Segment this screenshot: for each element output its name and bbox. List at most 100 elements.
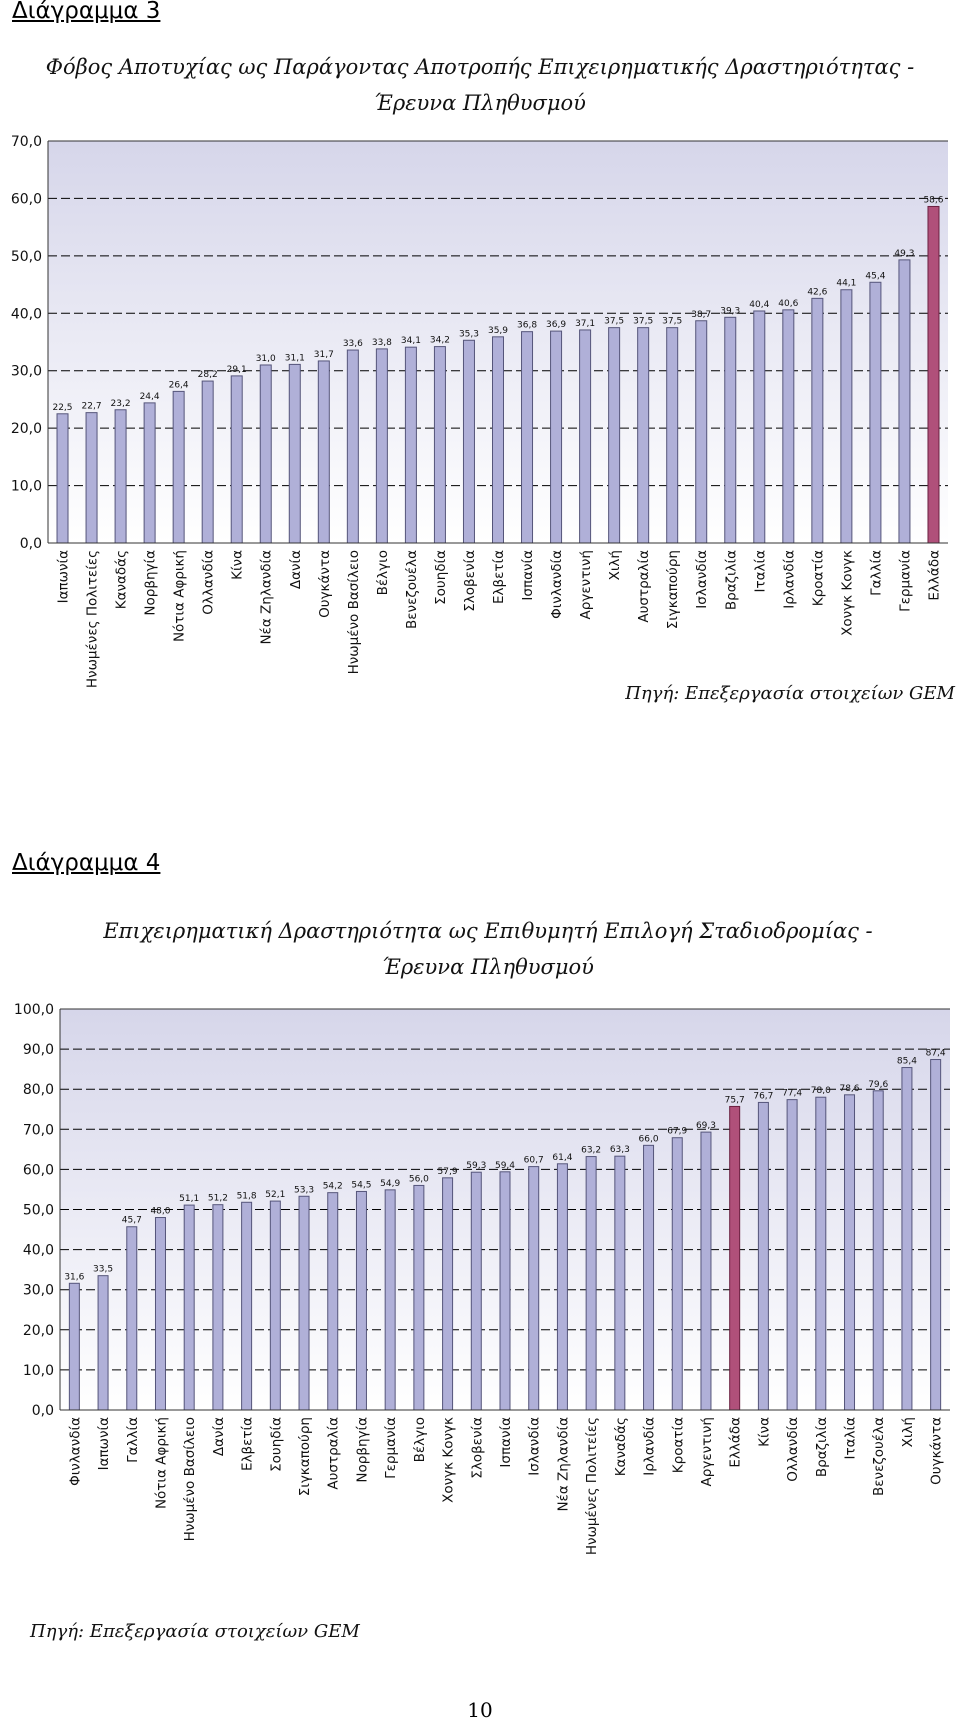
chart-3-category-label: Ελβετία	[491, 550, 507, 604]
chart-4: Επιχειρηματική Δραστηριότητα ως Επιθυμητ…	[14, 919, 950, 1642]
chart-3-y-tick-label: 0,0	[20, 536, 42, 552]
page-number: 10	[467, 1698, 493, 1722]
chart-3-bar	[927, 205, 940, 544]
chart-4-bar	[643, 1144, 655, 1411]
chart-3-bar	[56, 413, 69, 544]
chart-4-bar	[844, 1094, 856, 1411]
chart-4-bar	[528, 1166, 540, 1411]
chart-3-category-label: Βραζιλία	[723, 550, 739, 610]
chart-4-category-label: Κίνα	[756, 1417, 772, 1447]
chart-4-y-tick-label: 70,0	[23, 1122, 54, 1138]
chart-4-value-label: 51,2	[208, 1194, 228, 1204]
chart-3-value-label: 44,1	[836, 279, 856, 289]
chart-3-value-label: 34,2	[430, 336, 450, 346]
chart-3-bar	[143, 402, 156, 544]
chart-3-bar	[521, 331, 534, 544]
chart-4-bar	[786, 1099, 798, 1411]
chart-3-category-label: Σιγκαπούρη	[665, 550, 681, 629]
chart-4-category-label: Αργεντινή	[699, 1417, 715, 1486]
chart-4-value-label: 63,3	[610, 1145, 630, 1155]
chart-3-value-label: 40,6	[778, 299, 798, 309]
chart-4-value-label: 48,0	[150, 1207, 170, 1217]
chart-3-category-label: Νότια Αφρική	[172, 550, 188, 642]
chart-3-bar	[608, 327, 621, 544]
chart-3-y-tick-label: 70,0	[11, 134, 42, 150]
chart-3-category-label: Βέλγιο	[375, 550, 391, 595]
chart-4-y-tick-label: 50,0	[23, 1203, 54, 1219]
chart-4-category-label: Ελβετία	[240, 1417, 256, 1471]
chart-4-category-label: Ισλανδία	[527, 1417, 543, 1476]
chart-4-bar	[729, 1105, 741, 1411]
chart-3-bar	[666, 327, 679, 544]
chart-4-bar	[384, 1189, 396, 1411]
chart-4-bar	[442, 1177, 454, 1411]
chart-3-bar	[433, 346, 446, 544]
chart-3-value-label: 22,5	[52, 403, 72, 413]
chart-3-category-label: Αργεντινή	[578, 550, 594, 619]
chart-3-bar	[317, 360, 330, 544]
chart-4-value-label: 63,2	[581, 1146, 601, 1156]
chart-4-bar	[183, 1204, 195, 1411]
chart-3-category-label: Κίνα	[230, 550, 246, 580]
chart-3-value-label: 26,4	[169, 380, 189, 390]
chart-3-value-labels: 22,5 22,7 23,2 24,4 26,4 28,2 29,1 31,0 31,1 31,7…	[52, 195, 943, 412]
chart-3-source: Πηγή: Επεξεργασία στοιχείων GEM	[624, 683, 955, 704]
chart-4-y-axis: 0,0 10,0 20,0 30,0 40,0 50,0 60,0 70,0 80,0 90,0 1…	[14, 1002, 54, 1419]
chart-3-category-label: Ουγκάντα	[317, 550, 333, 618]
chart-4-category-label: Κροατία	[670, 1417, 686, 1473]
chart-4-bar	[97, 1275, 109, 1411]
chart-3-value-label: 37,5	[662, 317, 682, 327]
chart-3-bar	[492, 336, 504, 544]
chart-4-value-label: 66,0	[639, 1134, 659, 1144]
chart-4-bars	[68, 1059, 942, 1411]
chart-4-bar	[241, 1201, 253, 1411]
chart-3-category-label: Γερμανία	[897, 550, 913, 612]
chart-3-bar	[724, 316, 737, 544]
chart-4-category-label: Βενεζουέλα	[871, 1417, 887, 1496]
chart-4-bar	[815, 1096, 827, 1411]
chart-4-bar	[872, 1090, 884, 1411]
chart-4-category-label: Καναδάς	[613, 1417, 629, 1476]
chart-3-category-label: Δανία	[288, 550, 304, 589]
chart-3-value-label: 35,9	[488, 326, 508, 336]
chart-3-bar	[579, 329, 592, 544]
chart-4-value-label: 59,3	[466, 1161, 486, 1171]
chart-4-value-label: 78,6	[839, 1084, 859, 1094]
chart-3-category-label: Σλοβενία	[462, 550, 478, 612]
chart-3-value-label: 45,4	[865, 271, 885, 281]
chart-3-y-tick-label: 10,0	[11, 479, 42, 495]
chart-3-category-label: Νέα Ζηλανδία	[259, 550, 275, 645]
chart-4-value-label: 67,9	[667, 1127, 687, 1137]
chart-3-category-label: Ισπανία	[520, 550, 536, 601]
chart-4-category-label: Ολλανδία	[785, 1417, 801, 1482]
chart-3-value-label: 31,1	[285, 353, 305, 363]
chart-3-value-label: 36,8	[517, 321, 537, 331]
chart-3-category-label: Γαλλία	[868, 550, 884, 596]
chart-4-bar	[757, 1101, 769, 1411]
chart-3-value-label: 28,2	[198, 370, 218, 380]
chart-4-category-label: Νορβηγία	[354, 1417, 370, 1483]
chart-4-value-label: 56,0	[409, 1174, 429, 1184]
chart-4-category-label: Ισπανία	[498, 1417, 514, 1468]
chart-4-value-label: 57,9	[438, 1167, 458, 1177]
chart-3-bar	[114, 409, 127, 544]
chart-4-category-label: Δανία	[211, 1417, 227, 1456]
chart-3-value-label: 38,7	[691, 310, 711, 320]
chart-4-category-label: Αυστραλία	[326, 1417, 342, 1490]
chart-4-category-label: Σλοβενία	[469, 1417, 485, 1479]
chart-4-category-label: Ιρλανδία	[642, 1417, 658, 1476]
chart-3-value-label: 33,8	[372, 338, 392, 348]
chart-4-value-label: 69,3	[696, 1121, 716, 1131]
chart-4-bar	[930, 1059, 942, 1411]
chart-4-bar	[499, 1171, 511, 1411]
chart-4-category-label: Χονγκ Κονγκ	[441, 1417, 457, 1503]
chart-4-category-label: Γερμανία	[383, 1417, 399, 1479]
chart-4-y-tick-label: 40,0	[23, 1243, 54, 1259]
chart-3-category-label: Φινλανδία	[549, 550, 565, 619]
chart-3-y-tick-label: 60,0	[11, 191, 42, 207]
chart-4-bar	[269, 1200, 281, 1411]
chart-4-heading: Διάγραμμα 4	[12, 850, 161, 876]
chart-4-bar	[470, 1171, 482, 1411]
chart-4-bar	[126, 1226, 138, 1411]
chart-3-title-line-1: Φόβος Αποτυχίας ως Παράγοντας Αποτροπής …	[46, 55, 914, 79]
